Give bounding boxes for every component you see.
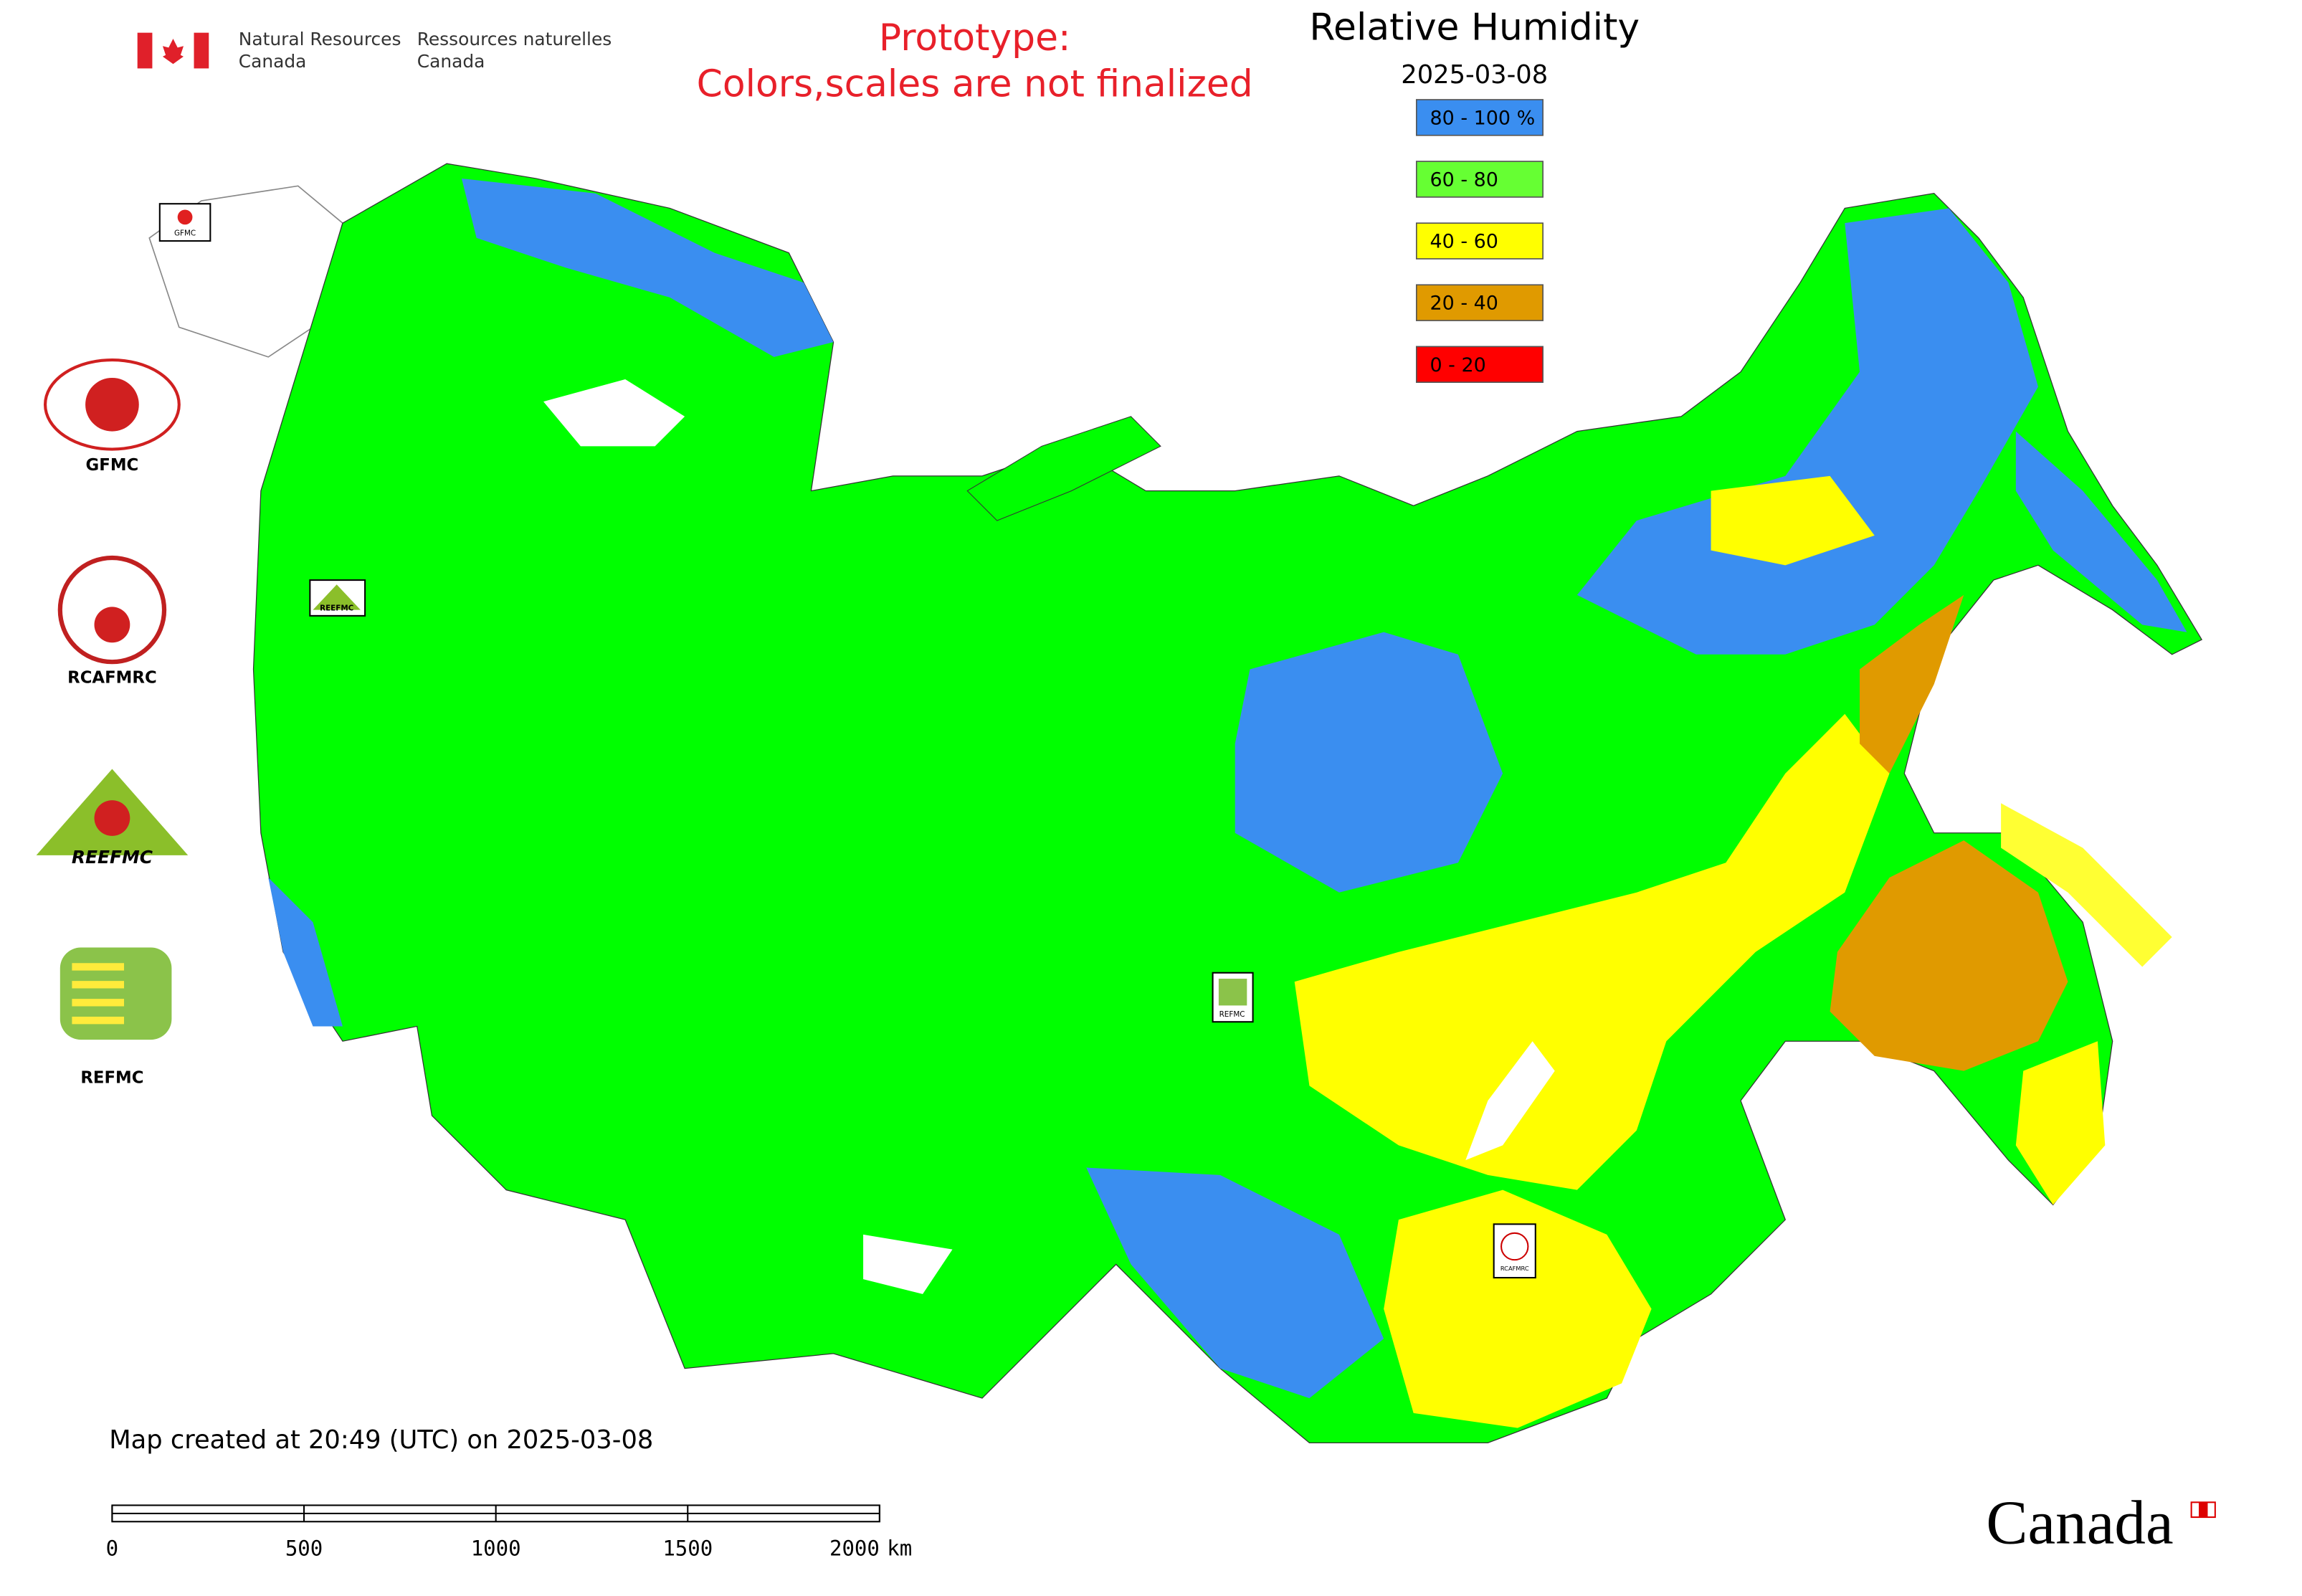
humid-zone — [1086, 1167, 1384, 1399]
station-label: REFMC — [1219, 1010, 1245, 1019]
sakhalin-region — [2001, 803, 2172, 967]
logo-mark — [94, 607, 130, 643]
humid-zone — [1576, 208, 2038, 655]
scale-label: 2000 — [829, 1536, 880, 1561]
notice: Colors,scales are not finalized — [697, 62, 1253, 105]
station-label: RCAFMRC — [1500, 1265, 1529, 1272]
agency-fr: Ressources naturelles — [417, 29, 612, 49]
flag-bar — [137, 32, 153, 69]
map-station: REEFMC — [309, 579, 366, 617]
legend-label: 20 - 40 — [1430, 293, 1498, 315]
scale-label: 1500 — [662, 1536, 713, 1561]
map-station: REFMC — [1212, 972, 1254, 1023]
created-note: Map created at 20:49 (UTC) on 2025-03-08 — [109, 1425, 653, 1455]
scale-unit: km — [887, 1536, 912, 1561]
map-station: GFMC — [158, 203, 211, 242]
humid-zone — [2015, 431, 2187, 632]
scale-bar: 0 500 1000 1500 2000 km — [106, 1504, 912, 1561]
logo-mark — [94, 800, 130, 836]
agency-en: Canada — [239, 51, 307, 72]
lake — [1465, 1041, 1555, 1161]
dry-zone — [2015, 1041, 2106, 1205]
legend-swatch — [1415, 222, 1544, 260]
logo-mark — [85, 377, 139, 432]
logo: REEFMC — [36, 769, 189, 868]
scale-label: 0 — [106, 1536, 118, 1561]
scale-label: 500 — [285, 1536, 323, 1561]
legend-swatch — [1415, 99, 1544, 136]
logo-label: REFMC — [80, 1069, 143, 1088]
logo: REFMC — [60, 947, 172, 1088]
logo-label: GFMC — [86, 456, 139, 475]
flag-bar — [194, 32, 209, 69]
legend-swatch — [1415, 161, 1544, 198]
legend-label: 80 - 100 % — [1430, 107, 1535, 129]
map-title: Relative Humidity — [1309, 6, 1640, 49]
humid-zone — [1235, 632, 1503, 893]
lake — [543, 379, 685, 447]
island — [966, 416, 1161, 521]
dry-zone — [1711, 475, 1875, 566]
legend-swatch — [1415, 346, 1544, 383]
maple-leaf — [162, 38, 184, 65]
station-icon — [1218, 979, 1247, 1006]
station-label: REEFMC — [320, 604, 353, 612]
logo: GFMC — [43, 358, 181, 475]
map — [148, 163, 2203, 1443]
wordmark: Canada — [1986, 1488, 2216, 1557]
lake — [863, 1234, 953, 1294]
humid-zone — [461, 178, 834, 357]
agency-en: Natural Resources — [239, 29, 401, 49]
station-icon — [313, 584, 361, 610]
wordmark-text: Canada — [1986, 1488, 2173, 1557]
station-label: GFMC — [174, 229, 196, 238]
warm-zone — [1860, 594, 1964, 774]
station-icon — [1500, 1232, 1529, 1261]
warm-zone — [1830, 840, 2068, 1071]
wordmark-flag — [2199, 1502, 2208, 1518]
legend-swatch — [1415, 284, 1544, 321]
legend-label: 0 - 20 — [1430, 354, 1485, 376]
dry-zone — [1384, 1189, 1652, 1428]
logo-mark — [60, 947, 172, 1040]
legend-label: 40 - 60 — [1430, 231, 1498, 253]
legend: 80 - 100 % 60 - 80 40 - 60 20 - 40 0 - 20 — [1415, 99, 1544, 383]
agency-signature: Natural Resources Canada Ressources natu… — [137, 29, 612, 72]
logo: RCAFMRC — [57, 555, 167, 687]
logo-mark — [72, 963, 125, 1025]
station-icon — [177, 209, 193, 225]
agency-fr: Canada — [417, 51, 485, 72]
logo-label: RCAFMRC — [67, 668, 157, 687]
map-date: 2025-03-08 — [1401, 60, 1548, 90]
map-station: RCAFMRC — [1493, 1223, 1536, 1279]
scale-label: 1000 — [471, 1536, 521, 1561]
logo-label: REEFMC — [72, 847, 153, 868]
legend-label: 60 - 80 — [1430, 169, 1498, 191]
humid-zone — [268, 877, 343, 1027]
dry-zone — [1294, 713, 1890, 1190]
notice: Prototype: — [879, 16, 1071, 60]
